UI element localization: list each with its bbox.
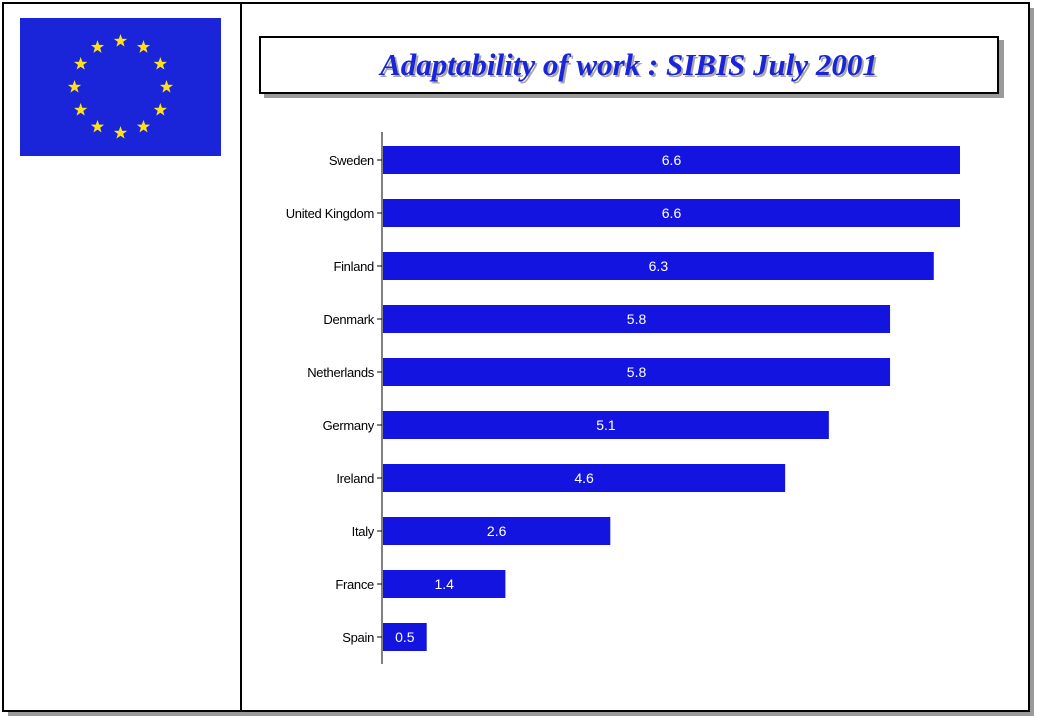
bar-germany: [383, 411, 829, 439]
bar-italy: [383, 517, 611, 545]
frame-shadow-right: [1030, 8, 1034, 714]
eu-star-icon: [90, 40, 105, 53]
data-label: 2.6: [487, 523, 507, 539]
data-label: 1.4: [434, 576, 454, 592]
bar-chart: Sweden 6.6 United Kingdom 6.6 Finland 6.3 Denm…: [286, 132, 960, 664]
eu-star-icon: [113, 34, 128, 47]
page-title: Adaptability of work : SIBIS July 2001: [380, 47, 878, 82]
category-label: Sweden: [329, 153, 374, 168]
category-label: Italy: [352, 524, 375, 539]
category-label: Netherlands: [307, 365, 375, 380]
category-label: United Kingdom: [286, 206, 374, 221]
eu-star-icon: [67, 80, 82, 93]
eu-star-icon: [113, 126, 128, 139]
bar-spain: [383, 623, 427, 651]
eu-star-icon: [74, 103, 88, 116]
category-label: France: [335, 577, 374, 592]
category-label: Finland: [333, 259, 374, 274]
eu-flag-icon: [20, 18, 221, 156]
bar-sweden: [383, 146, 960, 174]
eu-star-icon: [153, 57, 167, 70]
bar-denmark: [383, 305, 891, 333]
eu-star-icon: [136, 119, 151, 133]
data-label: 6.3: [649, 258, 669, 274]
bar-finland: [383, 252, 934, 280]
eu-star-icon: [90, 119, 105, 133]
title-box: Adaptability of work : SIBIS July 2001: [259, 36, 999, 94]
category-label: Ireland: [336, 471, 374, 486]
eu-star-icon: [74, 57, 88, 70]
eu-star-icon: [159, 80, 174, 93]
bar-france: [383, 570, 506, 598]
data-label: 6.6: [662, 152, 682, 168]
eu-star-icon: [136, 40, 151, 53]
frame-shadow-bottom: [8, 712, 1034, 716]
bar-united-kingdom: [383, 199, 960, 227]
category-label: Germany: [323, 418, 375, 433]
data-label: 4.6: [574, 470, 594, 486]
left-panel-divider: [240, 2, 242, 712]
category-label: Spain: [342, 630, 374, 645]
data-label: 5.1: [596, 417, 616, 433]
eu-star-icon: [153, 103, 167, 116]
bar-ireland: [383, 464, 786, 492]
data-label: 5.8: [627, 311, 647, 327]
category-label: Denmark: [323, 312, 374, 327]
bar-netherlands: [383, 358, 891, 386]
data-label: 0.5: [395, 629, 415, 645]
data-label: 6.6: [662, 205, 682, 221]
data-label: 5.8: [627, 364, 647, 380]
